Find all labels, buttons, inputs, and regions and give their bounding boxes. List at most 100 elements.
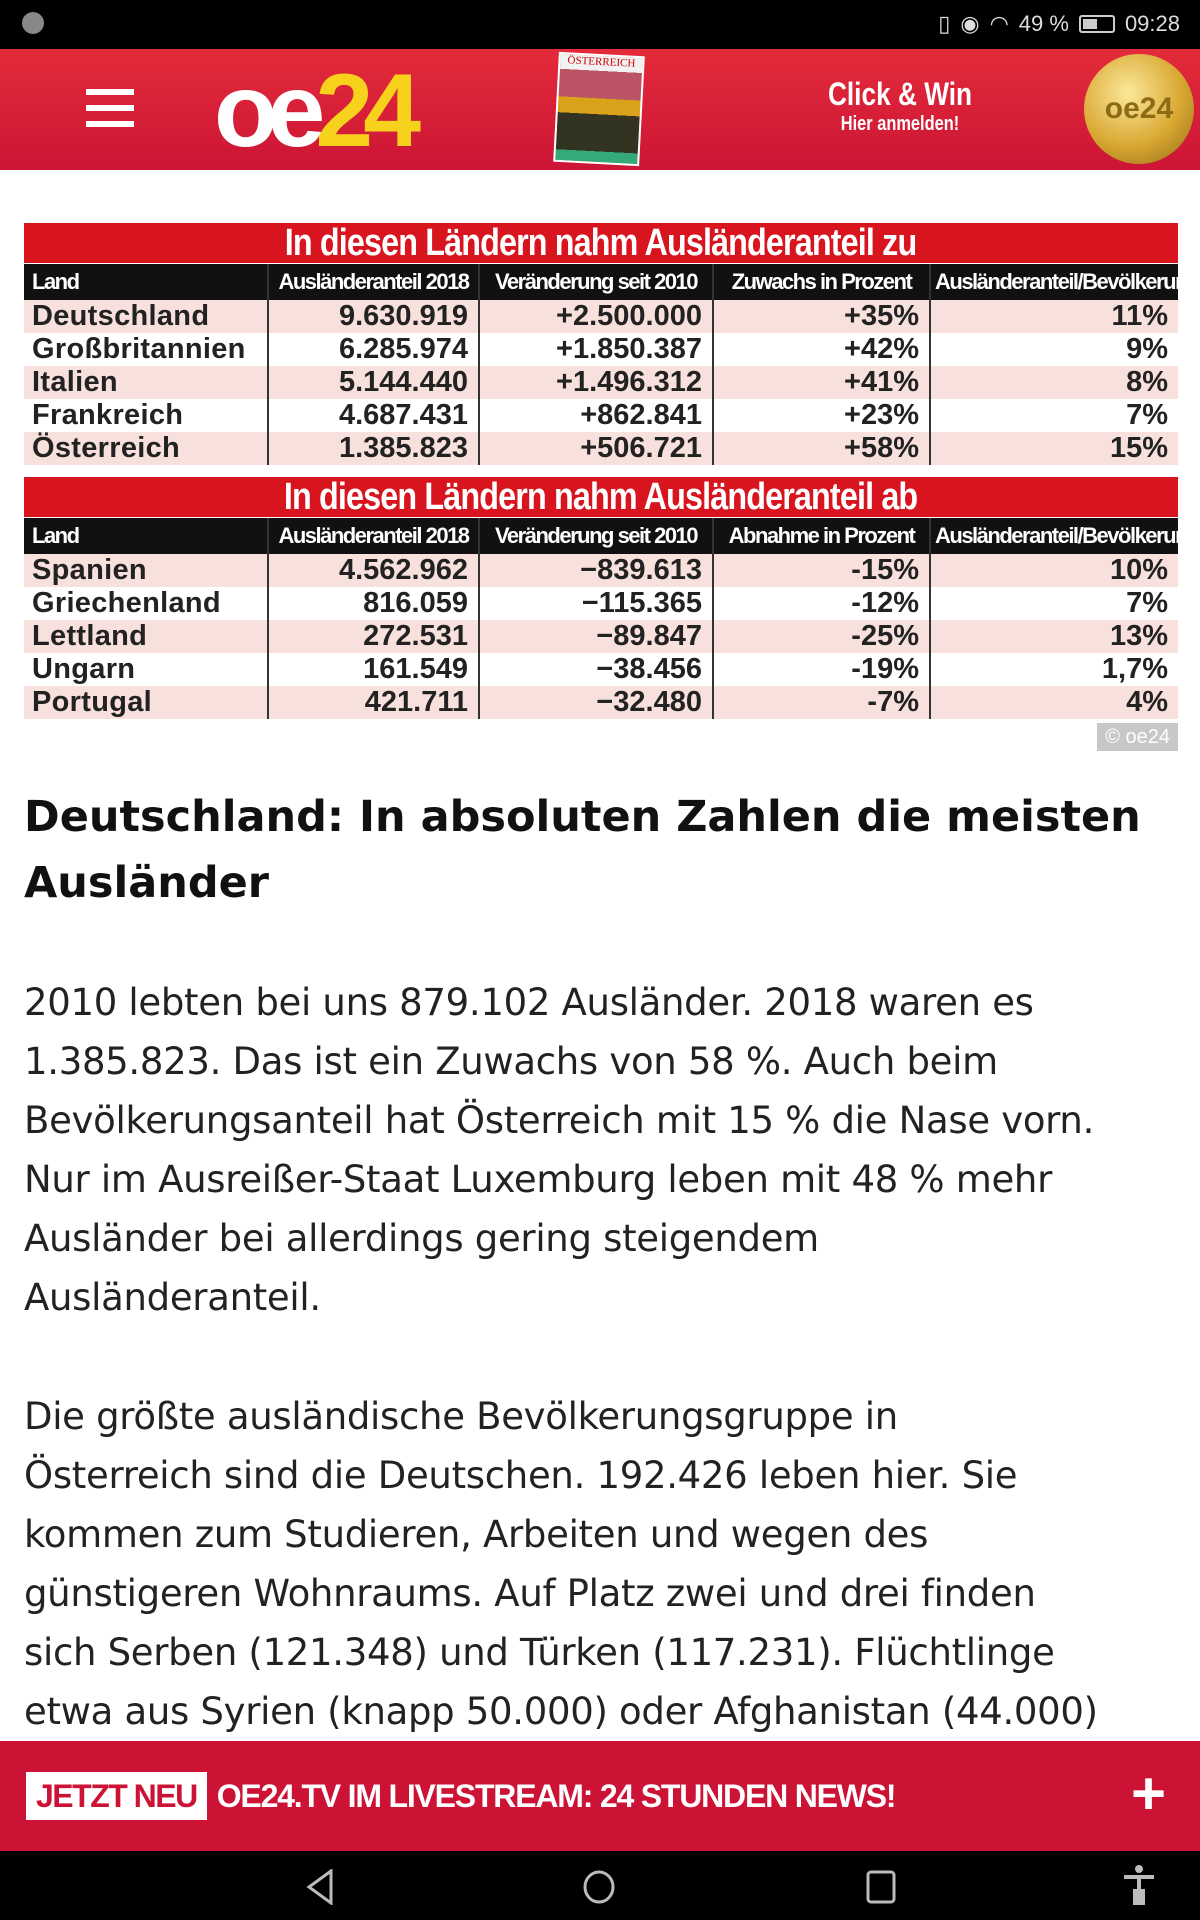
table-row: Österreich 1.385.823 +506.721 +58% 15% xyxy=(24,432,1178,465)
text-line: sich Serben (121.348) und Türken (117.23… xyxy=(24,1631,1055,1674)
table-cell: Deutschland xyxy=(24,300,269,333)
table-cell: 4.687.431 xyxy=(269,399,480,432)
column-header: Veränderung seit 2010 xyxy=(480,518,714,554)
table-cell: Spanien xyxy=(24,554,269,587)
article-paragraph: 2010 lebten bei uns 879.102 Ausländer. 2… xyxy=(24,973,1194,1327)
table-cell: −839.613 xyxy=(480,554,714,587)
text-line: Nur im Ausreißer-Staat Luxemburg leben m… xyxy=(24,1158,1052,1201)
table-cell: 10% xyxy=(1109,554,1168,586)
table-title: In diesen Ländern nahm Ausländeranteil z… xyxy=(24,223,1178,263)
clock: 09:28 xyxy=(1124,11,1180,36)
table-cell: +2.500.000 xyxy=(480,300,714,333)
wifi-icon: ◠ xyxy=(989,11,1009,36)
column-header: Ausländeranteil/Bevölkerung xyxy=(935,523,1178,548)
table-row: Italien 5.144.440 +1.496.312 +41% 8% xyxy=(24,366,1178,399)
table-decrease: In diesen Ländern nahm Ausländeranteil a… xyxy=(24,477,1178,751)
table-cell: 8% xyxy=(1126,366,1168,398)
table-cell: 13% xyxy=(1109,620,1168,652)
table-cell: Großbritannien xyxy=(24,333,269,366)
table-cell: +41% xyxy=(714,366,931,399)
column-header: Land xyxy=(24,264,269,300)
table-row: Griechenland 816.059 −115.365 -12% 7% xyxy=(24,587,1178,620)
column-header: Zuwachs in Prozent xyxy=(714,264,931,300)
table-cell: +35% xyxy=(714,300,931,333)
table-cell: 6.285.974 xyxy=(269,333,480,366)
coin-logo[interactable]: oe24 xyxy=(1084,54,1194,164)
battery-percent: 49 % xyxy=(1018,11,1069,36)
text-line: Ausländeranteil. xyxy=(24,1276,321,1319)
table-cell: Ungarn xyxy=(24,653,269,686)
news-ticker[interactable]: JETZT NEU OE24.TV IM LIVESTREAM: 24 STUN… xyxy=(0,1741,1200,1851)
table-cell: −32.480 xyxy=(480,686,714,719)
table-row: Lettland 272.531 −89.847 -25% 13% xyxy=(24,620,1178,653)
table-cell: +506.721 xyxy=(480,432,714,465)
table-cell: -15% xyxy=(714,554,931,587)
table-cell: +23% xyxy=(714,399,931,432)
epaper-cover[interactable]: ÖSTERREICH xyxy=(553,51,645,167)
watermark: © oe24 xyxy=(1097,723,1178,751)
table-cell: Portugal xyxy=(24,686,269,719)
column-header: Ausländeranteil 2018 xyxy=(269,518,480,554)
table-cell: 161.549 xyxy=(269,653,480,686)
table-cell: 11% xyxy=(1111,300,1168,332)
text-line: Bevölkerungsanteil hat Österreich mit 15… xyxy=(24,1099,1095,1142)
table-cell: −89.847 xyxy=(480,620,714,653)
text-line: Ausländer bei allerdings gering steigend… xyxy=(24,1217,819,1260)
table-cell: 7% xyxy=(1126,399,1168,431)
chrome-icon xyxy=(22,12,44,34)
text-line: 2010 lebten bei uns 879.102 Ausländer. 2… xyxy=(24,981,1034,1024)
table-title: In diesen Ländern nahm Ausländeranteil a… xyxy=(24,477,1178,517)
table-cell: 7% xyxy=(1126,587,1168,619)
table-cell: Österreich xyxy=(24,432,269,465)
table-increase: In diesen Ländern nahm Ausländeranteil z… xyxy=(24,223,1178,465)
expand-plus-icon[interactable]: + xyxy=(1130,1760,1166,1827)
menu-icon[interactable] xyxy=(86,89,134,127)
table-cell: 4.562.962 xyxy=(269,554,480,587)
table-row: Großbritannien 6.285.974 +1.850.387 +42% 9% xyxy=(24,333,1178,366)
table-cell: -12% xyxy=(714,587,931,620)
oe24-logo[interactable]: oe24 xyxy=(214,53,421,169)
table-row: Spanien 4.562.962 −839.613 -15% 10% xyxy=(24,554,1178,587)
text-line: etwa aus Syrien (knapp 50.000) oder Afgh… xyxy=(24,1690,1098,1733)
table-cell: 15% xyxy=(1109,432,1168,464)
table-row: Deutschland 9.630.919 +2.500.000 +35% 11% xyxy=(24,300,1178,333)
table-cell: 272.531 xyxy=(269,620,480,653)
table-cell: Italien xyxy=(24,366,269,399)
text-line: Die größte ausländische Bevölkerungsgrup… xyxy=(24,1395,898,1438)
column-header: Land xyxy=(24,518,269,554)
back-icon[interactable] xyxy=(305,1869,335,1905)
table-cell: 9.630.919 xyxy=(269,300,480,333)
text-line: 1.385.823. Das ist ein Zuwachs von 58 %.… xyxy=(24,1040,998,1083)
table-cell: Griechenland xyxy=(24,587,269,620)
new-badge: JETZT NEU xyxy=(26,1772,207,1820)
column-header: Abnahme in Prozent xyxy=(714,518,931,554)
ticker-text[interactable]: OE24.TV IM LIVESTREAM: 24 STUNDEN NEWS! xyxy=(216,1777,897,1814)
table-cell: 1,7% xyxy=(1101,653,1168,685)
recents-icon[interactable] xyxy=(866,1869,896,1905)
text-line: kommen zum Studieren, Arbeiten und wegen… xyxy=(24,1513,929,1556)
table-row: Ungarn 161.549 −38.456 -19% 1,7% xyxy=(24,653,1178,686)
table-cell: 1.385.823 xyxy=(269,432,480,465)
table-cell: 4% xyxy=(1126,686,1168,718)
battery-icon xyxy=(1078,15,1115,33)
column-header: Ausländeranteil 2018 xyxy=(269,264,480,300)
table-cell: +1.850.387 xyxy=(480,333,714,366)
accessibility-icon[interactable] xyxy=(1122,1865,1156,1907)
table-cell: -19% xyxy=(714,653,931,686)
click-win-promo[interactable]: Click & Win Hier anmelden! xyxy=(827,76,973,135)
article-heading: Deutschland: In absoluten Zahlen die mei… xyxy=(24,792,1141,908)
table-cell: −38.456 xyxy=(480,653,714,686)
table-header-row: Land Ausländeranteil 2018 Veränderung seit… xyxy=(24,518,1178,554)
android-nav-bar xyxy=(0,1851,1200,1920)
column-header: Ausländeranteil/Bevölkerung xyxy=(935,269,1178,294)
home-icon[interactable] xyxy=(582,1869,616,1905)
table-cell: 5.144.440 xyxy=(269,366,480,399)
table-cell: 816.059 xyxy=(269,587,480,620)
table-cell: 421.711 xyxy=(269,686,480,719)
table-cell: 9% xyxy=(1126,333,1168,365)
table-cell: -7% xyxy=(714,686,931,719)
table-cell: +42% xyxy=(714,333,931,366)
table-cell: +862.841 xyxy=(480,399,714,432)
article-paragraph: Die größte ausländische Bevölkerungsgrup… xyxy=(24,1387,1194,1741)
table-cell: -25% xyxy=(714,620,931,653)
